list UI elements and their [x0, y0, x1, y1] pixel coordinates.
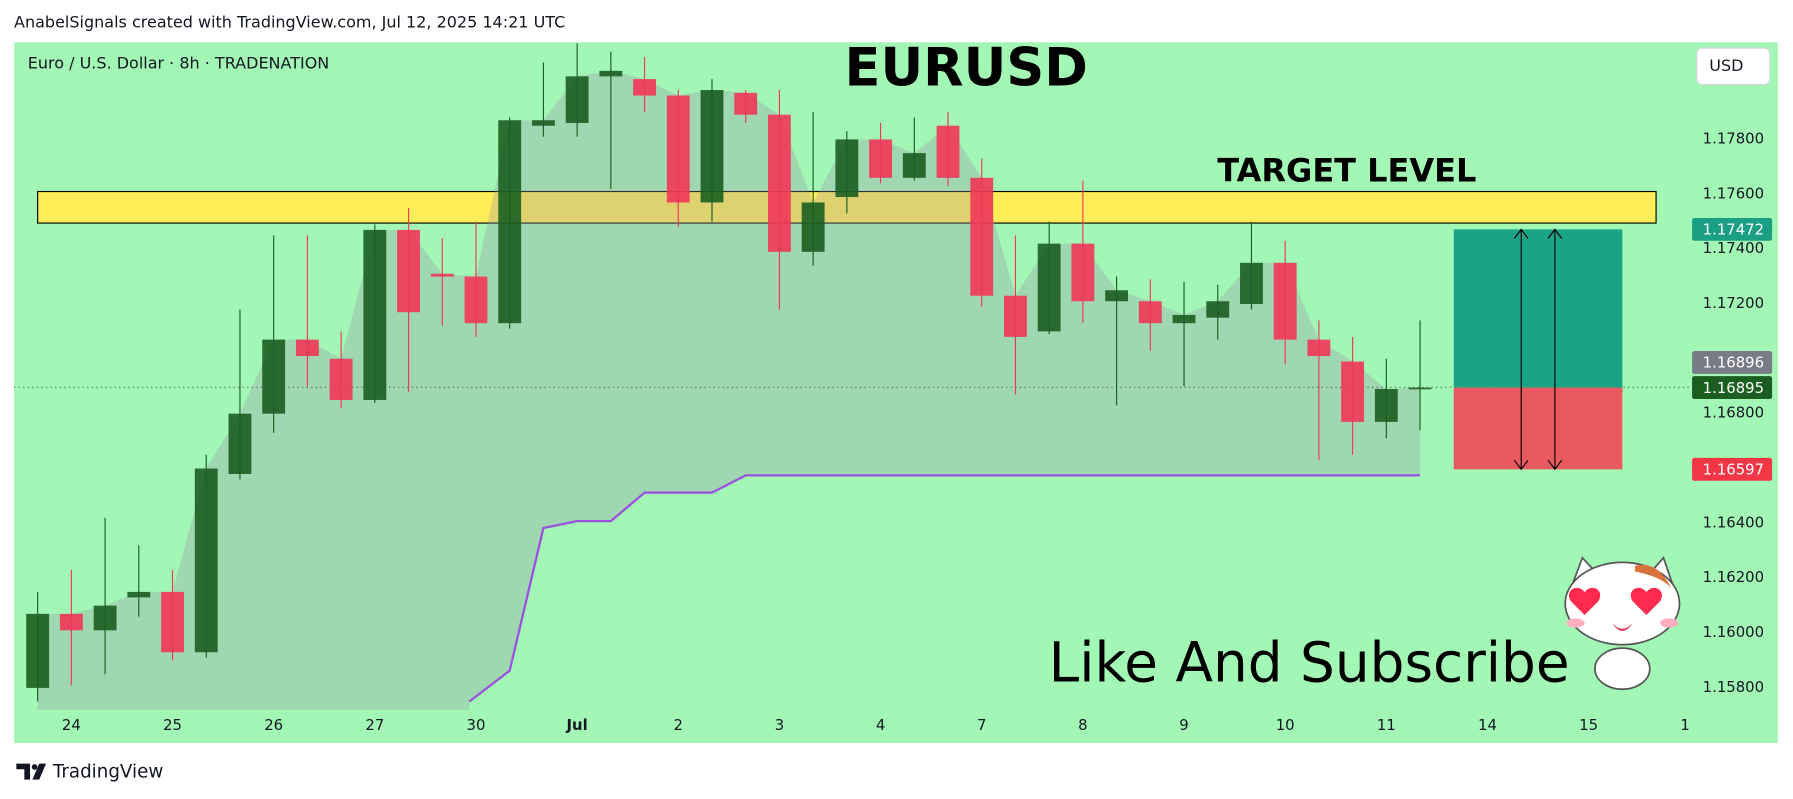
x-tick-label: 27 [365, 716, 384, 734]
price-tag-label: 1.16896 [1703, 354, 1764, 372]
y-tick-label: 1.16400 [1703, 513, 1764, 531]
candle-body [127, 591, 151, 598]
annotation: Like And Subscribe [1049, 631, 1570, 695]
candle-body [970, 177, 994, 296]
x-tick-label: Jul [566, 716, 588, 734]
y-tick-label: 1.16800 [1703, 404, 1764, 422]
candle-body [59, 613, 83, 631]
target-label: TARGET LEVEL [1217, 152, 1476, 190]
price-tag-label: 1.17472 [1703, 221, 1764, 239]
candle-body [1206, 301, 1230, 318]
y-tick-label: 1.16000 [1703, 623, 1764, 641]
candle-body [1037, 243, 1061, 332]
header: AnabelSignals created with TradingView.c… [14, 12, 565, 31]
candle-body [734, 92, 758, 115]
candle-body [262, 339, 286, 414]
x-axis: 24 25 26 27 30 Jul 2 3 4 7 8 9 10 11 14 15 16 [62, 709, 1699, 734]
candle-body [26, 613, 50, 688]
position-arrow [1513, 228, 1529, 471]
candle-body [498, 120, 522, 324]
candle-body [902, 153, 926, 178]
price-tag [1692, 217, 1773, 241]
x-tick-label: 14 [1478, 716, 1497, 734]
x-tick-label: 4 [876, 716, 885, 734]
candle-body [1273, 262, 1297, 340]
stop-line [468, 474, 1421, 703]
symbol: Euro / U.S. Dollar · 8h · TRADENATION [28, 54, 330, 73]
price-tag [1692, 376, 1773, 400]
candle-body [93, 605, 117, 631]
candle-body [633, 79, 656, 96]
x-tick-label: 26 [264, 716, 283, 734]
plot [14, 43, 1690, 743]
candle-body [767, 114, 791, 252]
y-tick-label: 1.17800 [1703, 129, 1764, 147]
candle-body [531, 120, 555, 126]
x-tick-label: 24 [62, 716, 81, 734]
x-tick-label: 9 [1179, 716, 1188, 734]
candle-body [397, 229, 420, 313]
position-profit [1453, 229, 1623, 388]
candle-body [430, 273, 454, 277]
tradingview-logo [16, 763, 47, 780]
candle-body [869, 139, 893, 178]
x-tick-label: 8 [1078, 716, 1087, 734]
shade-mask [469, 475, 1421, 743]
position-loss [1453, 387, 1623, 470]
candle-body [599, 70, 623, 77]
candle-body [194, 468, 218, 653]
candle-body [1408, 387, 1432, 390]
x-tick-label: 15 [1579, 716, 1598, 734]
candle-body [835, 139, 859, 198]
x-tick-label: 3 [775, 716, 784, 734]
y-tick-label: 1.17200 [1703, 294, 1764, 312]
price-tag-label: 1.16895 [1703, 379, 1764, 397]
candle-body [666, 95, 690, 203]
x-tick-label: 11 [1377, 716, 1396, 734]
price-axis: 1.158001.160001.162001.164001.166001.168… [1689, 129, 1773, 696]
candle-body [464, 276, 488, 324]
candle-body [801, 202, 825, 252]
candle-body [363, 229, 387, 400]
x-tick-label: 16 [1680, 716, 1699, 734]
x-tick-label: 30 [467, 716, 486, 734]
position-arrow [1547, 228, 1563, 471]
candle-body [1307, 339, 1331, 357]
candle-body [565, 76, 589, 123]
candle-body [1105, 290, 1129, 302]
x-tick-label: 7 [977, 716, 986, 734]
candle-body [700, 90, 724, 203]
x-tick-label: 10 [1276, 716, 1295, 734]
footer: TradingView [52, 762, 163, 783]
currency[interactable]: USD [1709, 56, 1743, 75]
candle-body [1240, 262, 1263, 304]
y-tick-label: 1.17400 [1703, 239, 1764, 257]
x-tick-label: 2 [674, 716, 683, 734]
y-tick-label: 1.17600 [1703, 184, 1764, 202]
chart-title: EURUSD [845, 38, 1088, 99]
candle-body [1374, 388, 1398, 422]
candle-body [228, 413, 252, 474]
candle-body [161, 591, 184, 653]
candle-body [1172, 314, 1196, 324]
price-tag [1692, 351, 1773, 374]
candle-body [1341, 361, 1365, 422]
price-tag [1692, 457, 1773, 481]
candle-body [1071, 243, 1095, 302]
y-tick-label: 1.15800 [1703, 678, 1764, 696]
cat-sticker [1564, 556, 1681, 691]
candle-body [295, 339, 319, 357]
candle-body [1004, 295, 1027, 337]
candle-body [1138, 301, 1162, 324]
candle-body [329, 358, 353, 400]
y-tick-label: 1.16200 [1703, 568, 1764, 586]
currency-box[interactable] [1696, 47, 1771, 86]
candle-body [936, 125, 960, 178]
x-tick-label: 25 [163, 716, 182, 734]
price-tag-label: 1.16597 [1703, 460, 1764, 478]
